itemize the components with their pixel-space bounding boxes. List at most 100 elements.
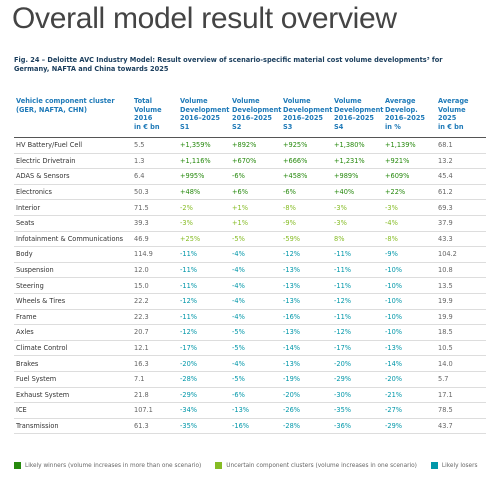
column-header-line: Volume (180, 97, 208, 105)
value-cell: +1,116% (178, 153, 230, 170)
value-cell: 6.4 (132, 168, 178, 185)
value-cell: -5% (230, 231, 281, 248)
legend-label: Likely winners (volume increases in more… (25, 463, 202, 469)
value-cell: -3% (178, 215, 230, 232)
value-cell: 50.3 (132, 184, 178, 201)
value-cell: -10% (383, 277, 436, 294)
column-header: Volume Development 2016–2025 S1 (178, 95, 230, 138)
value-cell: 12.1 (132, 340, 178, 357)
column-header-line: Volume (134, 105, 162, 114)
table-row: Fuel System 7.1 -28% -5% -19% -29% -20% 5.7 (14, 371, 486, 388)
table-row: Seats 39.3 -3% +1% -9% -3% -4% 37.9 (14, 215, 486, 232)
table-body: HV Battery/Fuel Cell 5.5 +1,359% +892% +925%… (14, 137, 486, 435)
table-row: Body 114.9 -11% -4% -12% -11% -9% 104.2 (14, 246, 486, 263)
value-cell: -13% (281, 293, 332, 310)
table-row: Infotainment & Communications 46.9 +25% -5%… (14, 231, 486, 248)
component-name: Body (14, 246, 132, 263)
header-row: Vehicle component cluster (GER, NAFTA, CH… (14, 95, 486, 138)
value-cell: -8% (281, 199, 332, 216)
value-cell: -35% (332, 402, 383, 419)
value-cell: -3% (332, 215, 383, 232)
value-cell: -13% (281, 262, 332, 279)
value-cell: 8% (332, 231, 383, 248)
column-header: Average Volume 2025 in € bn (436, 95, 486, 138)
legend-label: Likely losers (441, 463, 478, 469)
value-cell: -4% (230, 293, 281, 310)
value-cell: +1% (230, 199, 281, 216)
value-cell: -4% (230, 355, 281, 372)
table-row: ADAS & Sensors 6.4 +995% -6% +458% +989% +609%… (14, 168, 486, 185)
value-cell: -16% (281, 309, 332, 326)
value-cell: -17% (178, 340, 230, 357)
value-cell: -5% (230, 340, 281, 357)
value-cell: -13% (383, 340, 436, 357)
value-cell: 22.2 (132, 293, 178, 310)
value-cell: -14% (281, 340, 332, 357)
value-cell: +1,380% (332, 137, 383, 154)
value-cell: +666% (281, 153, 332, 170)
legend-swatch (430, 462, 438, 469)
component-name: Suspension (14, 262, 132, 279)
value-cell: -29% (178, 387, 230, 404)
component-name: Exhaust System (14, 387, 132, 404)
value-cell: 104.2 (436, 246, 486, 263)
value-cell: -11% (332, 246, 383, 263)
value-cell: +1,139% (383, 137, 436, 154)
value-cell: -20% (281, 387, 332, 404)
column-header-line: Development (232, 105, 282, 114)
value-cell: -12% (281, 246, 332, 263)
value-cell: 20.7 (132, 324, 178, 341)
component-name: Interior (14, 199, 132, 216)
column-header-line: 2016–2025 (385, 114, 426, 122)
value-cell: 19.9 (436, 293, 486, 310)
value-cell: +995% (178, 168, 230, 185)
value-cell: -10% (383, 262, 436, 279)
value-cell: -10% (383, 309, 436, 326)
value-cell: -8% (383, 231, 436, 248)
column-header-line: S1 (180, 122, 190, 131)
column-header-line: Volume (283, 97, 311, 105)
result-table: Vehicle component cluster (GER, NAFTA, CH… (14, 95, 486, 435)
column-header-line: Develop. (385, 105, 418, 114)
column-header-line: Development (283, 105, 333, 114)
value-cell: 15.0 (132, 277, 178, 294)
value-cell: +48% (178, 184, 230, 201)
title: Overall model result overview (12, 2, 397, 35)
value-cell: -10% (383, 293, 436, 310)
value-cell: -12% (332, 293, 383, 310)
column-header-line: 2016–2025 (232, 114, 273, 122)
value-cell: -21% (383, 387, 436, 404)
value-cell: -59% (281, 231, 332, 248)
column-header-line: 2025 (438, 114, 457, 122)
value-cell: -4% (230, 262, 281, 279)
value-cell: 61.3 (132, 418, 178, 435)
value-cell: +458% (281, 168, 332, 185)
value-cell: 16.3 (132, 355, 178, 372)
table-row: Electric Drivetrain 1.3 +1,116% +670% +666% +… (14, 153, 486, 170)
value-cell: 17.1 (436, 387, 486, 404)
value-cell: 1.3 (132, 153, 178, 170)
column-header-line: Volume (334, 97, 362, 105)
value-cell: 5.5 (132, 137, 178, 154)
component-name: ICE (14, 402, 132, 419)
value-cell: 21.8 (132, 387, 178, 404)
value-cell: -13% (281, 324, 332, 341)
column-header-line: S3 (283, 122, 293, 131)
table-row: Wheels & Tires 22.2 -12% -4% -13% -12% -10% 19.… (14, 293, 486, 310)
value-cell: +1,231% (332, 153, 383, 170)
column-header-line: Development (334, 105, 384, 114)
value-cell: 10.5 (436, 340, 486, 357)
value-cell: 37.9 (436, 215, 486, 232)
value-cell: 14.0 (436, 355, 486, 372)
value-cell: 39.3 (132, 215, 178, 232)
value-cell: -4% (383, 215, 436, 232)
value-cell: -11% (332, 277, 383, 294)
value-cell: 7.1 (132, 371, 178, 388)
value-cell: -4% (230, 309, 281, 326)
component-name: Infotainment & Communications (14, 231, 132, 248)
value-cell: -13% (281, 277, 332, 294)
value-cell: 12.0 (132, 262, 178, 279)
value-cell: -4% (230, 246, 281, 263)
table-row: Electronics 50.3 +48% +6% -6% +40% +22% 61.2 (14, 184, 486, 201)
